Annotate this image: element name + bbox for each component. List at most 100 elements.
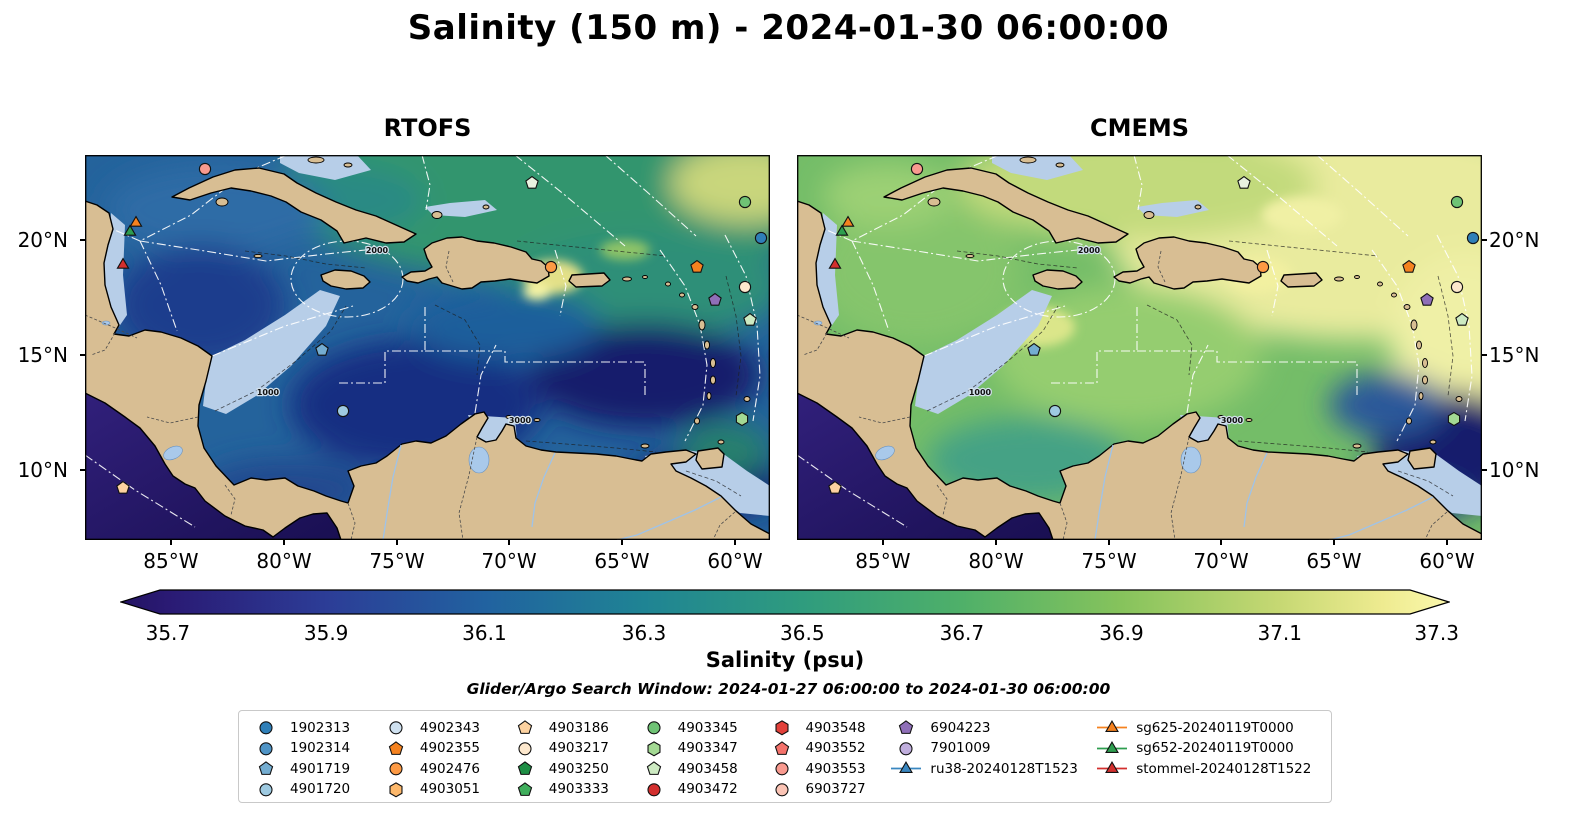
legend-item: 4901719 xyxy=(251,759,381,779)
y-tick-mark xyxy=(80,469,85,471)
x-tick-label: 60°W xyxy=(1419,549,1475,573)
legend-label: 4903552 xyxy=(805,740,866,757)
map-marker-pentagon-icon xyxy=(708,292,722,306)
colorbar-tick-label: 36.9 xyxy=(1099,621,1144,645)
legend-marker-pentagon-icon xyxy=(251,760,281,777)
legend-marker-hexagon-icon xyxy=(767,719,797,736)
x-tick-label: 75°W xyxy=(369,549,425,573)
platform-markers xyxy=(116,162,768,494)
y-tick-mark xyxy=(1482,354,1487,356)
map-marker-circle-icon xyxy=(1450,280,1464,294)
legend-column: 4903186 4903217 4903250 4903333 xyxy=(510,718,639,799)
colorbar-tick-label: 35.9 xyxy=(303,621,349,645)
map-marker-circle-icon xyxy=(1450,195,1464,209)
legend-label: ru38-20240128T1523 xyxy=(930,760,1078,777)
y-tick-mark xyxy=(1482,469,1487,471)
legend-item: 6904223 xyxy=(891,718,1097,738)
x-tick-label: 80°W xyxy=(256,549,312,573)
colorbar-tick-label: 36.1 xyxy=(462,621,507,645)
map-marker-pentagon-icon xyxy=(1237,175,1251,189)
map-marker-pentagon-icon xyxy=(1455,312,1469,326)
legend-label: 1902313 xyxy=(290,719,351,736)
legend-marker-triangle-line-icon xyxy=(1097,740,1128,757)
y-tick-label: 10°N xyxy=(1489,457,1540,482)
x-tick-mark xyxy=(734,540,736,545)
legend-label: stommel-20240128T1522 xyxy=(1136,760,1312,777)
x-tick-label: 85°W xyxy=(855,549,911,573)
depth-contour-label: 1000 xyxy=(257,388,280,397)
legend-column: 4903345 4903347 4903458 4903472 xyxy=(639,718,767,799)
x-tick-label: 85°W xyxy=(143,549,199,573)
legend-item: 4902355 xyxy=(381,739,510,759)
legend-marker-circle-icon xyxy=(381,719,411,736)
y-tick-label: 15°N xyxy=(17,342,68,367)
map-marker-pentagon-icon xyxy=(1027,342,1041,356)
legend-item: 4903548 xyxy=(767,718,892,738)
y-tick-mark xyxy=(80,239,85,241)
colorbar-ticks: 35.7 35.9 36.1 36.3 36.5 36.7 36.9 37.1 37.3 xyxy=(120,621,1459,647)
y-tick-label: 20°N xyxy=(1489,228,1540,253)
map-panel-cmems: 1000 2000 3000 xyxy=(797,155,1482,540)
x-tick-mark xyxy=(1446,540,1448,545)
legend-label: 4903458 xyxy=(677,760,738,777)
legend-item: 4903552 xyxy=(767,739,892,759)
legend-label: 4903345 xyxy=(677,719,738,736)
legend-marker-triangle-line-icon xyxy=(891,760,922,777)
legend-label: sg625-20240119T0000 xyxy=(1136,719,1294,736)
legend-marker-pentagon-icon xyxy=(510,781,540,798)
map-marker-circle-icon xyxy=(1048,404,1062,418)
legend-label: 4903347 xyxy=(677,740,738,757)
colorbar-tick-label: 35.7 xyxy=(145,621,191,645)
map-marker-hexagon-icon xyxy=(1447,411,1461,427)
legend-item: ru38-20240128T1523 xyxy=(891,759,1097,779)
colorbar-gradient xyxy=(118,589,1452,615)
map-marker-circle-icon xyxy=(544,260,558,274)
legend-item: 7901009 xyxy=(891,739,1097,759)
map-marker-pentagon-icon xyxy=(828,480,842,494)
legend-label: 6903727 xyxy=(805,781,866,798)
map-marker-pentagon-icon xyxy=(690,259,704,273)
map-marker-hexagon-icon xyxy=(735,411,749,427)
legend-marker-triangle-line-icon xyxy=(1097,760,1128,777)
y-tick-mark xyxy=(1482,239,1487,241)
legend-item: 6903727 xyxy=(767,780,892,800)
legend-item: 4903250 xyxy=(510,759,639,779)
x-tick-mark xyxy=(396,540,398,545)
figure-title: Salinity (150 m) - 2024-01-30 06:00:00 xyxy=(407,8,1170,48)
map-marker-circle-icon xyxy=(754,231,768,245)
legend-label: 6904223 xyxy=(930,719,991,736)
legend-item: 1902314 xyxy=(251,739,381,759)
map-marker-triangle-icon xyxy=(841,215,855,227)
legend-marker-circle-icon xyxy=(381,760,411,777)
legend-marker-pentagon-icon xyxy=(767,740,797,757)
legend-marker-pentagon-icon xyxy=(510,760,540,777)
legend-column: 6904223 7901009 ru38-20240128T1523 xyxy=(891,718,1097,779)
legend-column: 4903548 4903552 4903553 6903727 xyxy=(767,718,892,799)
x-tick-mark xyxy=(1108,540,1110,545)
legend-marker-circle-icon xyxy=(891,740,921,757)
colorbar-label: Salinity (psu) xyxy=(705,648,865,672)
legend-item: 4903217 xyxy=(510,739,639,759)
legend-item: 4903347 xyxy=(639,739,767,759)
y-tick-label: 20°N xyxy=(17,228,68,253)
legend-item: 4902476 xyxy=(381,759,510,779)
legend-marker-circle-icon xyxy=(767,781,797,798)
depth-contour-label: 3000 xyxy=(509,416,532,425)
x-tick-label: 70°W xyxy=(1193,549,1249,573)
colorbar-tick-label: 36.5 xyxy=(780,621,825,645)
legend-column: 4902343 4902355 4902476 4903051 xyxy=(381,718,510,799)
map-marker-pentagon-icon xyxy=(116,480,130,494)
panel-frame xyxy=(85,155,770,540)
map-panel-rtofs: 1000 2000 3000 xyxy=(85,155,770,540)
legend-marker-pentagon-icon xyxy=(639,760,669,777)
map-marker-pentagon-icon xyxy=(1402,259,1416,273)
map-marker-circle-icon xyxy=(738,280,752,294)
platform-legend: 1902313 1902314 4901719 4901720 4902343 49023… xyxy=(238,710,1332,803)
x-tick-label: 65°W xyxy=(594,549,650,573)
y-tick-label: 15°N xyxy=(1489,342,1540,367)
legend-marker-hexagon-icon xyxy=(381,781,411,798)
legend-item: sg652-20240119T0000 xyxy=(1097,739,1319,759)
legend-column: sg625-20240119T0000 sg652-20240119T0000 st… xyxy=(1097,718,1319,779)
map-marker-triangle-icon xyxy=(129,215,143,227)
